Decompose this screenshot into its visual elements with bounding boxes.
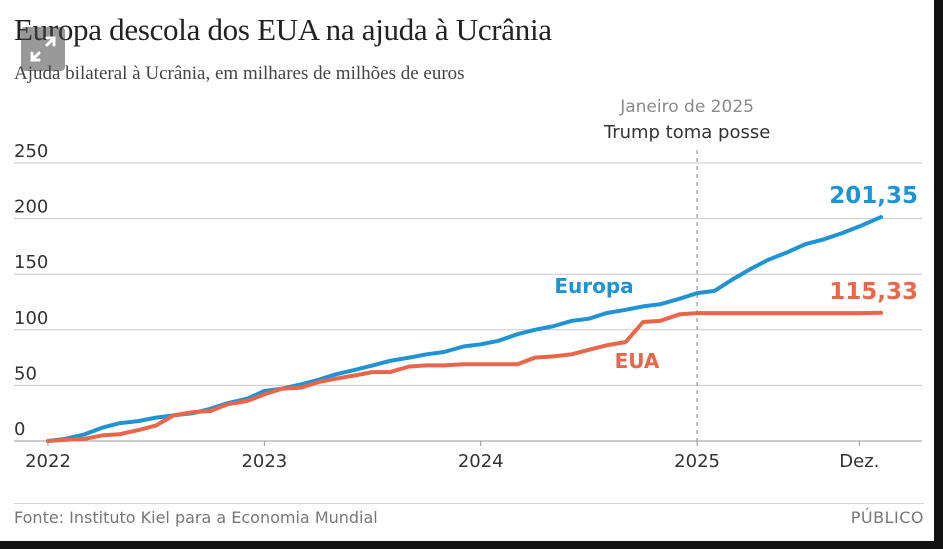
- x-tick-labels: 2022 2023 2024 2025 Dez.: [25, 441, 879, 472]
- y-tick-labels: 0 50 100 150 200 250: [14, 141, 48, 440]
- y-tick-label: 100: [14, 308, 48, 329]
- footer-divider: [14, 503, 924, 504]
- series-line-europa: [46, 215, 883, 443]
- series-lines: [46, 215, 883, 443]
- x-tick-label: 2022: [25, 451, 71, 472]
- x-tick-label: 2023: [241, 451, 287, 472]
- x-tick-label: 2024: [458, 451, 504, 472]
- expand-arrows-icon: [30, 36, 56, 62]
- series-end-label-europa: 201,35: [829, 183, 918, 209]
- y-tick-label: 250: [14, 141, 48, 162]
- x-tick-label: Dez.: [839, 451, 879, 472]
- chart-title: Europa descola dos EUA na ajuda à Ucrâni…: [14, 12, 552, 47]
- y-tick-label: 200: [14, 197, 48, 218]
- series-line-eua: [46, 310, 883, 443]
- annotation-date: Janeiro de 2025: [619, 97, 754, 117]
- series-name-eua: EUA: [615, 349, 660, 373]
- publisher-brand: PÚBLICO: [850, 508, 924, 527]
- source-note: Fonte: Instituto Kiel para a Economia Mu…: [14, 508, 378, 527]
- x-tick-label: 2025: [674, 451, 720, 472]
- chart-subtitle: Ajuda bilateral à Ucrânia, em milhares d…: [14, 63, 465, 84]
- y-tick-label: 150: [14, 252, 48, 273]
- series-end-label-eua: 115,33: [829, 279, 918, 305]
- line-chart: 0 50 100 150 200 250 2022 2023 2024 2025 Dez. Jan…: [14, 97, 922, 472]
- grid-lines: [14, 162, 922, 442]
- series-name-europa: Europa: [554, 274, 633, 298]
- expand-icon[interactable]: [21, 27, 65, 71]
- series-labels: Europa 201,35 EUA 115,33: [554, 183, 918, 373]
- y-tick-label: 0: [14, 419, 25, 440]
- chart-card: Europa descola dos EUA na ajuda à Ucrâni…: [0, 0, 934, 541]
- annotation-event: Trump toma posse: [603, 122, 770, 143]
- y-tick-label: 50: [14, 363, 37, 384]
